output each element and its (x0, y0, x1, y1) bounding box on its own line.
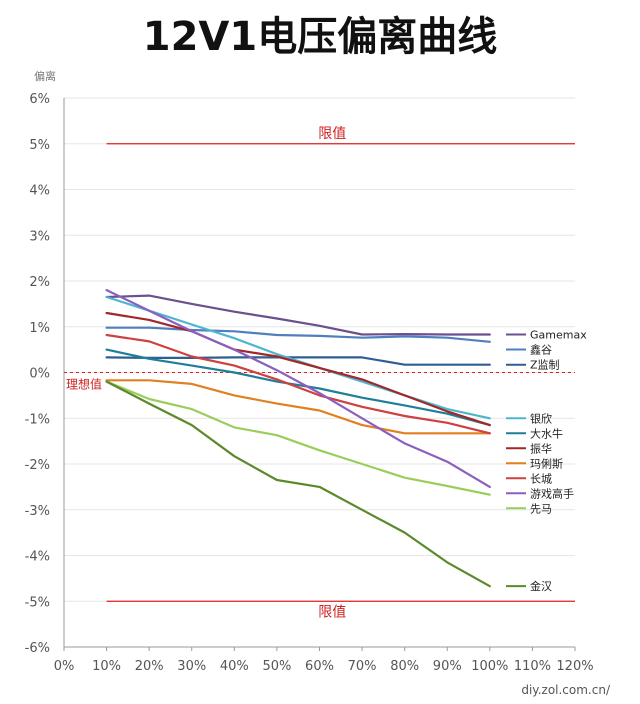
legend-label: Z监制 (530, 359, 560, 372)
series-lines (105, 289, 491, 588)
x-tick-label: 110% (514, 659, 551, 674)
legend-label: 游戏高手 (530, 486, 574, 500)
legend-label: 大水牛 (530, 426, 563, 440)
chart-title: 12V1电压偏离曲线 (143, 14, 497, 60)
y-tick-label: 4% (29, 184, 50, 199)
x-tick-label: 0% (54, 659, 75, 674)
y-tick-label: -3% (25, 504, 50, 519)
legend-label: 鑫谷 (530, 343, 552, 357)
y-tick-label: -1% (25, 412, 50, 427)
y-axis-unit-label: 偏离 (34, 69, 56, 83)
legend-label: 金汉 (530, 579, 552, 593)
series-line (105, 380, 491, 588)
legend-label: 银欣 (530, 411, 552, 425)
limit-line-label: 限值 (318, 126, 346, 142)
tick-labels: 6% 5% 4% 3% 2% 1% 0% -1% -2% -3% -4% -5% -6% 0% 10% 20%… (25, 92, 594, 674)
series-line (105, 348, 491, 427)
y-tick-label: 0% (29, 367, 50, 382)
y-tick-label: -2% (25, 458, 50, 473)
x-tick-label: 40% (220, 659, 249, 674)
x-tick-label: 20% (135, 659, 164, 674)
x-tick-label: 30% (177, 659, 206, 674)
ideal-value-label: 理想值 (66, 377, 102, 392)
source-domain-label: diy.zol.com.cn/ (521, 683, 611, 697)
x-tick-label: 50% (262, 659, 291, 674)
legend-label: 长城 (530, 472, 552, 485)
series-line (105, 333, 491, 435)
legend-label: 先马 (530, 502, 552, 515)
x-tick-label: 80% (390, 659, 419, 674)
axes (63, 98, 576, 651)
series-line (105, 356, 491, 366)
series-line (105, 380, 491, 496)
y-tick-label: -4% (25, 550, 50, 565)
series-line (105, 326, 491, 343)
x-tick-label: 10% (92, 659, 121, 674)
y-tick-label: 6% (29, 92, 50, 107)
series-line (105, 379, 491, 435)
limit-line-label: 限值 (318, 604, 346, 620)
legend-label: Gamemax (530, 329, 587, 342)
series-line (105, 294, 491, 336)
y-tick-label: 5% (29, 138, 50, 153)
x-tick-label: 120% (556, 659, 593, 674)
y-tick-label: 1% (29, 321, 50, 336)
series-line (105, 289, 491, 488)
y-tick-label: 2% (29, 275, 50, 290)
y-tick-label: -6% (25, 641, 50, 656)
y-tick-label: 3% (29, 229, 50, 244)
legend-label: 玛俐斯 (530, 457, 563, 470)
x-tick-label: 70% (348, 659, 377, 674)
x-tick-label: 90% (433, 659, 462, 674)
y-tick-label: -5% (25, 595, 50, 610)
legend-label: 振华 (530, 441, 552, 455)
x-tick-label: 60% (305, 659, 334, 674)
x-tick-label: 100% (471, 659, 508, 674)
series-line (105, 311, 491, 427)
